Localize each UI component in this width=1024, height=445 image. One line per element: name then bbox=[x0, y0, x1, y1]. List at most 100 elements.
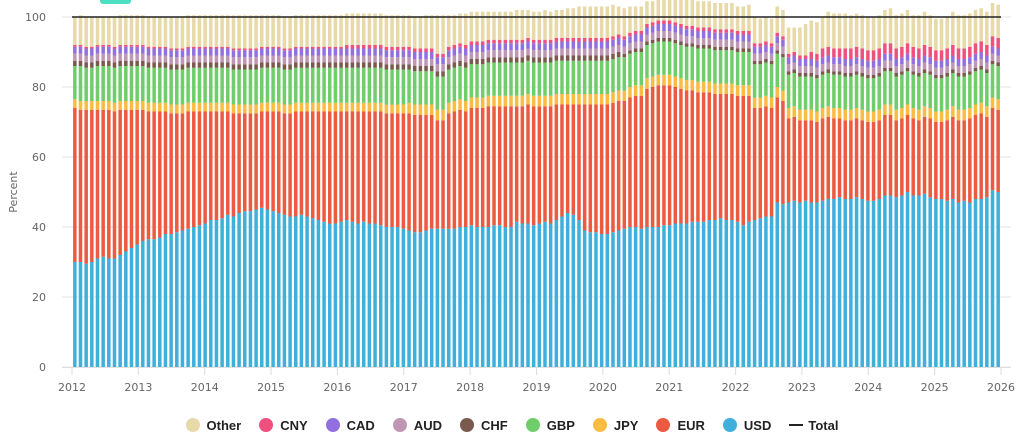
bar-segment-usd[interactable] bbox=[900, 195, 904, 368]
bar-segment-chf[interactable] bbox=[424, 66, 428, 72]
bar-segment-other[interactable] bbox=[424, 15, 428, 49]
bar-segment-eur[interactable] bbox=[531, 106, 536, 226]
bar-segment-usd[interactable] bbox=[701, 221, 706, 367]
bar-segment-cny[interactable] bbox=[968, 46, 972, 58]
bar-segment-usd[interactable] bbox=[469, 225, 474, 367]
bar-segment-eur[interactable] bbox=[985, 116, 989, 198]
bar-segment-other[interactable] bbox=[452, 15, 457, 45]
bar-segment-cny[interactable] bbox=[322, 46, 326, 49]
bar-segment-gbp[interactable] bbox=[384, 69, 389, 105]
bar-segment-jpy[interactable] bbox=[401, 104, 406, 114]
bar-segment-eur[interactable] bbox=[429, 115, 434, 229]
bar-segment-cny[interactable] bbox=[248, 48, 253, 51]
bar-segment-other[interactable] bbox=[288, 17, 292, 49]
bar-segment-gbp[interactable] bbox=[367, 67, 372, 103]
bar-segment-cny[interactable] bbox=[220, 46, 224, 49]
bar-segment-gbp[interactable] bbox=[73, 66, 77, 100]
bar-segment-cny[interactable] bbox=[945, 48, 949, 60]
bar-segment-aud[interactable] bbox=[735, 41, 740, 49]
bar-segment-eur[interactable] bbox=[277, 111, 281, 214]
bar-segment-aud[interactable] bbox=[197, 55, 202, 63]
bar-segment-eur[interactable] bbox=[231, 113, 236, 217]
bar-segment-usd[interactable] bbox=[486, 227, 491, 367]
bar-segment-chf[interactable] bbox=[84, 62, 88, 68]
bar-segment-cad[interactable] bbox=[571, 41, 576, 49]
bar-segment-aud[interactable] bbox=[294, 55, 298, 63]
bar-segment-usd[interactable] bbox=[747, 221, 751, 367]
bar-segment-cny[interactable] bbox=[809, 52, 813, 59]
bar-segment-gbp[interactable] bbox=[435, 76, 440, 110]
bar-segment-gbp[interactable] bbox=[446, 69, 451, 103]
bar-segment-usd[interactable] bbox=[141, 241, 145, 367]
bar-segment-gbp[interactable] bbox=[469, 64, 474, 98]
bar-segment-cad[interactable] bbox=[294, 48, 298, 56]
bar-segment-aud[interactable] bbox=[769, 53, 774, 61]
bar-segment-aud[interactable] bbox=[401, 57, 406, 65]
bar-segment-jpy[interactable] bbox=[560, 94, 564, 105]
bar-segment-usd[interactable] bbox=[905, 192, 910, 367]
bar-segment-jpy[interactable] bbox=[469, 97, 474, 109]
bar-segment-cad[interactable] bbox=[429, 52, 434, 59]
bar-segment-cad[interactable] bbox=[78, 46, 83, 54]
bar-segment-usd[interactable] bbox=[764, 216, 768, 368]
bar-segment-gbp[interactable] bbox=[985, 73, 989, 107]
bar-segment-cny[interactable] bbox=[299, 46, 304, 49]
bar-segment-jpy[interactable] bbox=[260, 102, 264, 112]
bar-segment-eur[interactable] bbox=[452, 111, 457, 229]
bar-segment-gbp[interactable] bbox=[248, 69, 253, 105]
bar-segment-usd[interactable] bbox=[662, 225, 666, 367]
bar-segment-cad[interactable] bbox=[418, 52, 423, 59]
bar-segment-chf[interactable] bbox=[520, 57, 525, 63]
bar-segment-eur[interactable] bbox=[747, 95, 751, 222]
bar-segment-aud[interactable] bbox=[78, 53, 83, 61]
bar-segment-eur[interactable] bbox=[792, 116, 796, 201]
bar-segment-gbp[interactable] bbox=[588, 60, 593, 94]
bar-segment-aud[interactable] bbox=[985, 62, 989, 70]
bar-segment-aud[interactable] bbox=[877, 66, 881, 73]
bar-segment-cny[interactable] bbox=[939, 50, 944, 61]
bar-segment-gbp[interactable] bbox=[866, 78, 870, 112]
bar-segment-usd[interactable] bbox=[169, 234, 173, 367]
bar-segment-jpy[interactable] bbox=[356, 102, 360, 112]
bar-segment-cny[interactable] bbox=[446, 46, 451, 51]
bar-segment-aud[interactable] bbox=[73, 53, 77, 61]
bar-segment-cny[interactable] bbox=[435, 53, 440, 58]
bar-segment-cny[interactable] bbox=[973, 43, 978, 54]
bar-segment-other[interactable] bbox=[407, 15, 411, 47]
bar-segment-gbp[interactable] bbox=[209, 67, 213, 103]
bar-segment-eur[interactable] bbox=[565, 104, 570, 214]
bar-segment-other[interactable] bbox=[639, 6, 644, 32]
bar-segment-chf[interactable] bbox=[611, 53, 615, 59]
bar-segment-jpy[interactable] bbox=[441, 109, 445, 121]
bar-segment-chf[interactable] bbox=[656, 38, 661, 42]
bar-segment-other[interactable] bbox=[243, 15, 247, 49]
bar-segment-eur[interactable] bbox=[707, 92, 712, 220]
bar-segment-gbp[interactable] bbox=[679, 45, 683, 79]
bar-segment-other[interactable] bbox=[458, 13, 462, 44]
bar-segment-eur[interactable] bbox=[582, 104, 587, 231]
bar-segment-cny[interactable] bbox=[594, 38, 598, 42]
bar-segment-cad[interactable] bbox=[271, 48, 275, 56]
bar-segment-other[interactable] bbox=[395, 15, 400, 47]
bar-segment-other[interactable] bbox=[843, 13, 847, 49]
bar-segment-eur[interactable] bbox=[860, 120, 864, 199]
bar-segment-cny[interactable] bbox=[832, 48, 836, 58]
bar-segment-chf[interactable] bbox=[650, 39, 655, 44]
bar-segment-usd[interactable] bbox=[735, 221, 740, 367]
bar-segment-chf[interactable] bbox=[107, 60, 111, 66]
bar-segment-cad[interactable] bbox=[798, 59, 802, 66]
bar-segment-usd[interactable] bbox=[146, 239, 151, 367]
bar-segment-chf[interactable] bbox=[633, 48, 638, 53]
bar-segment-cny[interactable] bbox=[282, 48, 287, 51]
bar-segment-eur[interactable] bbox=[775, 97, 779, 203]
bar-segment-jpy[interactable] bbox=[226, 102, 230, 112]
bar-segment-usd[interactable] bbox=[877, 199, 881, 367]
bar-segment-aud[interactable] bbox=[888, 60, 893, 68]
bar-segment-chf[interactable] bbox=[316, 62, 321, 68]
bar-segment-jpy[interactable] bbox=[582, 94, 587, 105]
bar-segment-usd[interactable] bbox=[667, 225, 672, 367]
bar-segment-cad[interactable] bbox=[333, 48, 338, 56]
bar-segment-gbp[interactable] bbox=[900, 74, 904, 108]
bar-segment-jpy[interactable] bbox=[701, 81, 706, 93]
bar-segment-jpy[interactable] bbox=[656, 74, 661, 86]
